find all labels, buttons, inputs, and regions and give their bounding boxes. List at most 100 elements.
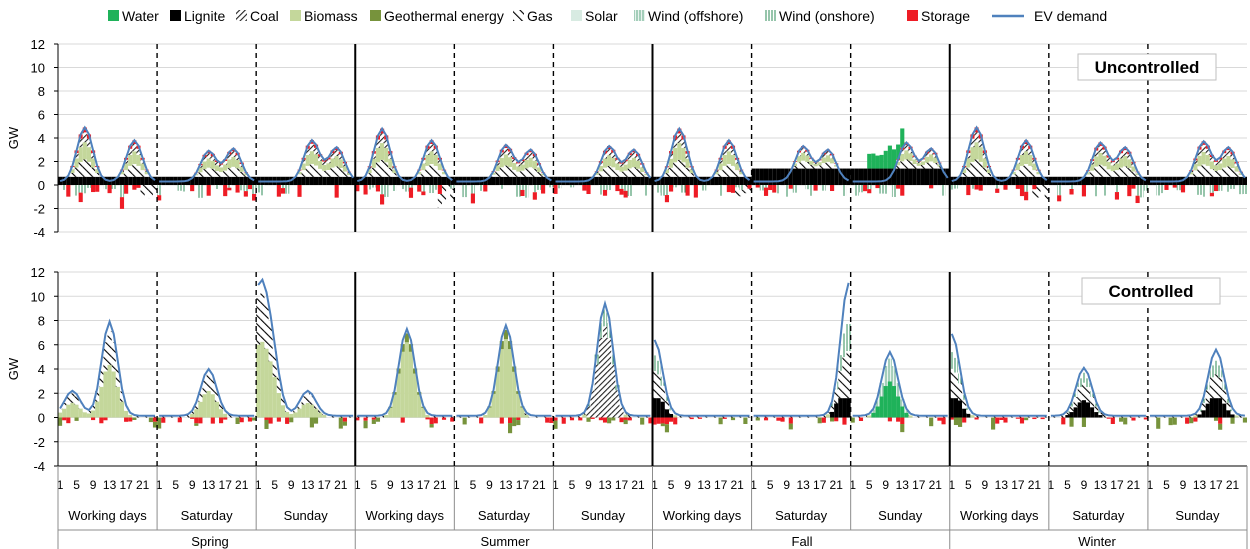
bar-gas [91, 405, 96, 411]
bar-windon [280, 185, 286, 189]
bar-biomass [1028, 155, 1033, 166]
bar-storage [1024, 191, 1029, 201]
bar-biomass [305, 154, 310, 166]
bar-storage [722, 417, 727, 419]
bar-gas [1213, 170, 1219, 177]
bar-gas [1213, 374, 1219, 399]
bar-biomass [198, 167, 203, 173]
bar-lignite [982, 176, 987, 185]
bar-coal [334, 150, 339, 157]
bar-lignite [652, 398, 657, 418]
bar-biomass [206, 390, 211, 418]
bar-geo [755, 417, 760, 421]
bar-gas [582, 412, 587, 415]
bar-storage [437, 185, 442, 194]
bar-windon [462, 185, 467, 198]
bar-windon [834, 381, 839, 390]
bar-gas [499, 167, 504, 177]
bar-gas [838, 370, 843, 399]
bar-biomass [499, 157, 504, 168]
bar-biomass [400, 351, 405, 418]
bar-windon [1176, 185, 1181, 191]
bar-storage [896, 417, 901, 422]
bar-lignite [722, 176, 727, 185]
bar-gas [124, 170, 129, 177]
bar-gas [512, 169, 517, 177]
bar-gas [99, 367, 104, 387]
bar-gas [1197, 411, 1202, 415]
bar-storage [569, 417, 575, 421]
x-hour-tick: 17 [1209, 478, 1223, 492]
bar-windon [1230, 409, 1235, 412]
bar-windon [479, 185, 484, 191]
bar-coal [586, 406, 591, 418]
bar-gas [297, 402, 302, 409]
bar-gas [1119, 167, 1124, 177]
bar-storage [763, 417, 769, 421]
x-hour-tick: 21 [1028, 478, 1042, 492]
bar-lignite [1065, 415, 1070, 418]
bar-water [896, 144, 901, 160]
bar-coal [219, 164, 224, 168]
bar-gas [342, 171, 347, 177]
x-hour-tick: 1 [156, 478, 163, 492]
bar-lignite [594, 176, 599, 185]
bar-storage [450, 417, 455, 422]
bar-biomass [58, 412, 63, 418]
bar-windon [966, 407, 971, 410]
bar-biomass [392, 394, 397, 418]
bar-gas [916, 165, 921, 169]
bar-lignite [1185, 176, 1190, 185]
bar-windon [776, 185, 781, 194]
bar-geo [429, 424, 434, 428]
bar-biomass [1213, 165, 1219, 171]
bar-lignite [429, 176, 434, 185]
ev-demand-line [753, 282, 850, 417]
bar-biomass [408, 351, 414, 418]
bar-gas [1201, 402, 1206, 411]
bar-gas [974, 415, 979, 418]
x-hour-tick: 9 [1081, 478, 1088, 492]
bar-coal [619, 163, 624, 167]
bar-gas [1019, 165, 1025, 177]
bar-biomass [685, 158, 690, 168]
bar-storage [119, 197, 125, 209]
bar-gas [739, 189, 744, 197]
bar-gas [78, 161, 83, 177]
bar-gas [384, 162, 389, 177]
bar-lignite [846, 398, 851, 418]
bar-lignite [937, 168, 942, 185]
bar-biomass [1131, 166, 1136, 172]
bar-biomass [239, 166, 244, 172]
bar-storage [768, 185, 773, 191]
bar-coal [1028, 148, 1033, 156]
bar-biomass [821, 157, 826, 164]
bar-windon [536, 185, 542, 190]
bar-gas [223, 411, 228, 414]
x-hour-tick: 17 [813, 478, 827, 492]
bar-coal [86, 138, 92, 148]
bar-lignite [970, 176, 975, 185]
bar-coal [1019, 148, 1025, 156]
bar-storage [685, 185, 690, 196]
bar-windon [1098, 411, 1103, 413]
bar-geo [309, 417, 314, 428]
bar-windon [371, 185, 376, 188]
bar-windon [1024, 185, 1029, 192]
bar-gas [210, 379, 215, 395]
bar-storage [132, 185, 137, 190]
bar-gas [1230, 411, 1235, 415]
bar-gas [912, 415, 917, 418]
bar-coal [631, 152, 636, 158]
bar-coal [1230, 154, 1235, 160]
bar-windon [1213, 360, 1219, 375]
bar-gas [962, 399, 967, 409]
bar-coal [1209, 157, 1214, 162]
bar-lignite [1189, 176, 1194, 185]
bar-biomass [1226, 156, 1231, 167]
bar-lignite [1069, 412, 1074, 418]
bar-windon [664, 185, 670, 196]
bar-gas [966, 167, 971, 177]
bar-geo [404, 333, 409, 343]
bar-windoff [875, 399, 880, 407]
